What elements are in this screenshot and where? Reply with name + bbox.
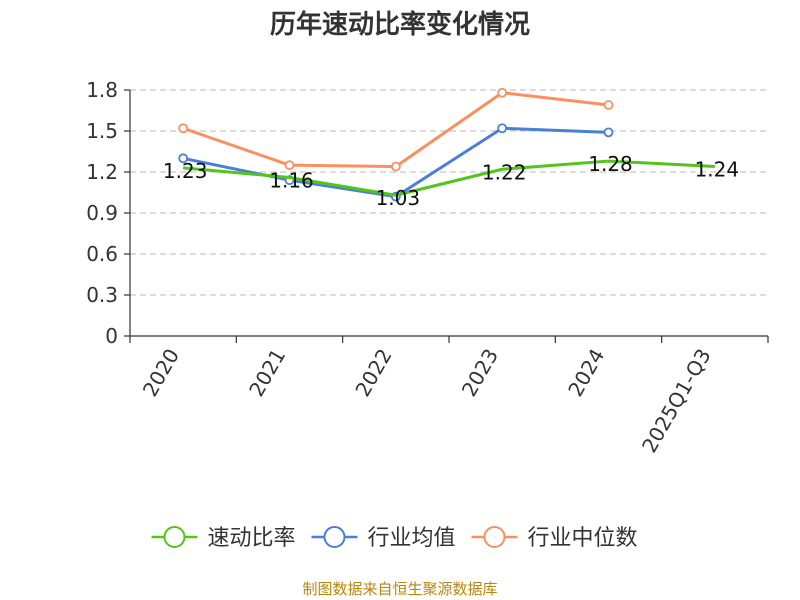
chart-title: 历年速动比率变化情况 — [270, 9, 530, 40]
y-tick-label: 1.8 — [86, 78, 118, 102]
legend-item-2: 行业均值 — [311, 526, 456, 551]
data-point — [603, 127, 614, 138]
data-point — [603, 100, 614, 110]
data-point — [178, 153, 189, 164]
y-axis-ticks: 0 0.3 0.6 0.9 1.2 1.5 1.8 — [86, 78, 118, 348]
y-tick-label: 1.2 — [86, 160, 118, 184]
grid — [130, 89, 768, 296]
source-note: 制图数据来自恒生聚源数据库 — [302, 580, 497, 598]
y-tick-label: 0.6 — [86, 242, 118, 266]
data-label: 1.24 — [695, 158, 740, 182]
data-labels: 1.23 1.16 1.03 1.22 1.28 1.24 — [163, 152, 739, 210]
series-1 — [183, 159, 715, 197]
legend: 速动比率 行业均值 行业中位数 — [151, 526, 638, 551]
legend-label: 行业均值 — [368, 526, 456, 551]
data-label: 1.03 — [376, 186, 421, 210]
x-tick-label: 2023 — [457, 344, 503, 400]
x-tick-label: 2020 — [138, 345, 184, 401]
data-label: 1.22 — [482, 160, 527, 184]
data-label: 1.28 — [588, 152, 633, 176]
legend-marker — [163, 526, 186, 548]
x-axis-ticks: 2020 2021 2022 2023 2024 2025Q1-Q3 — [138, 344, 716, 456]
series-line — [183, 159, 715, 197]
x-tick-label: 2025Q1-Q3 — [637, 345, 716, 457]
y-tick-label: 0.3 — [86, 283, 118, 307]
legend-item-3: 行业中位数 — [471, 526, 638, 551]
series-3 — [178, 87, 614, 172]
y-tick-label: 0.9 — [86, 201, 118, 225]
legend-marker — [483, 526, 506, 548]
data-point — [497, 123, 508, 134]
data-point — [390, 161, 401, 172]
x-tick-label: 2021 — [244, 345, 290, 401]
data-label: 1.16 — [269, 168, 314, 192]
data-point — [497, 87, 508, 98]
data-label: 1.23 — [163, 159, 208, 183]
legend-label: 行业中位数 — [528, 526, 638, 551]
x-tick-label: 2022 — [350, 345, 396, 401]
y-tick-label: 1.5 — [86, 119, 118, 143]
y-tick-label: 0 — [105, 324, 118, 348]
legend-item-1: 速动比率 — [151, 526, 296, 551]
legend-label: 速动比率 — [208, 526, 296, 551]
legend-marker — [323, 526, 346, 548]
data-point — [178, 123, 189, 134]
data-point — [284, 160, 295, 171]
series-group — [178, 87, 715, 202]
axes — [124, 89, 769, 343]
x-tick-label: 2024 — [563, 345, 609, 401]
